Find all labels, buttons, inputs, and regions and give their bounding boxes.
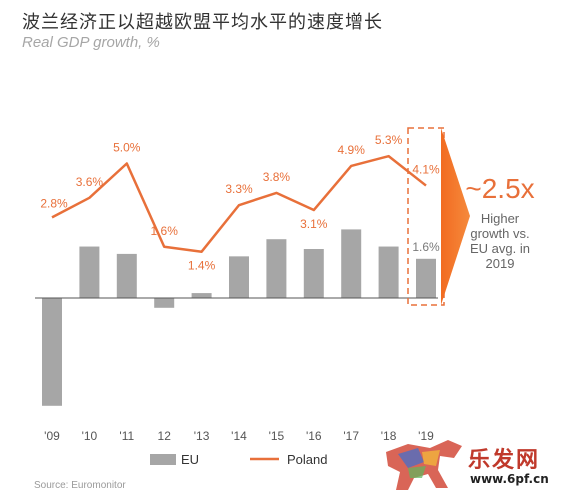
x-tick-label: '14 — [231, 429, 247, 443]
eu-bar — [303, 249, 324, 298]
eu-bar — [116, 253, 137, 298]
x-tick-label: '19 — [418, 429, 434, 443]
x-tick-label: '15 — [269, 429, 285, 443]
source-note: Source: Euromonitor — [34, 480, 126, 491]
eu-bar — [416, 258, 436, 298]
poland-data-label: 5.0% — [113, 141, 141, 155]
x-tick-label: '10 — [82, 429, 98, 443]
x-tick-label: 12 — [158, 429, 172, 443]
watermark-text: 乐发网 — [468, 448, 541, 473]
eu-bar — [42, 298, 62, 406]
legend-eu-label: EU — [181, 452, 199, 467]
legend-poland-label: Poland — [287, 452, 327, 467]
poland-data-label: 4.1% — [412, 163, 440, 177]
watermark-logo-icon — [386, 440, 462, 490]
callout-line: Higher — [481, 211, 520, 226]
x-tick-label: '18 — [381, 429, 397, 443]
x-tick-label: '17 — [343, 429, 359, 443]
eu-bar — [191, 293, 212, 298]
poland-data-label: 4.9% — [338, 143, 366, 157]
chart-title: 波兰经济正以超越欧盟平均水平的速度增长 — [22, 12, 383, 33]
poland-data-label: 3.8% — [263, 170, 291, 184]
poland-data-label: 1.6% — [151, 224, 179, 238]
poland-data-label: 2.8% — [40, 196, 68, 210]
watermark-url: www.6pf.cn — [470, 472, 549, 486]
eu-bar — [378, 246, 399, 298]
poland-data-label: 1.4% — [188, 259, 216, 273]
callout-line: growth vs. — [470, 226, 529, 241]
eu-bar — [229, 256, 249, 298]
legend-eu-swatch — [150, 454, 176, 465]
poland-data-label: 3.3% — [225, 182, 253, 196]
callout-line: EU avg. in — [470, 241, 530, 256]
x-tick-label: '13 — [194, 429, 210, 443]
callout-line: 2019 — [486, 256, 515, 271]
callout-arrow — [441, 128, 470, 305]
poland-data-label: 5.3% — [375, 133, 403, 147]
poland-line — [51, 154, 427, 253]
eu-bar — [266, 239, 287, 298]
eu-bar — [341, 229, 362, 298]
eu-data-label: 1.6% — [412, 240, 440, 254]
poland-data-label: 3.6% — [76, 175, 104, 189]
callout-headline: ~2.5x — [465, 173, 534, 204]
eu-bar — [154, 298, 175, 308]
x-tick-label: '11 — [119, 429, 134, 443]
chart-subtitle: Real GDP growth, % — [22, 34, 160, 51]
watermark: 乐发网 www.6pf.cn — [378, 438, 558, 494]
poland-data-label: 3.1% — [300, 217, 328, 231]
x-tick-label: '09 — [44, 429, 60, 443]
x-tick-label: '16 — [306, 429, 322, 443]
eu-bar — [79, 246, 100, 298]
